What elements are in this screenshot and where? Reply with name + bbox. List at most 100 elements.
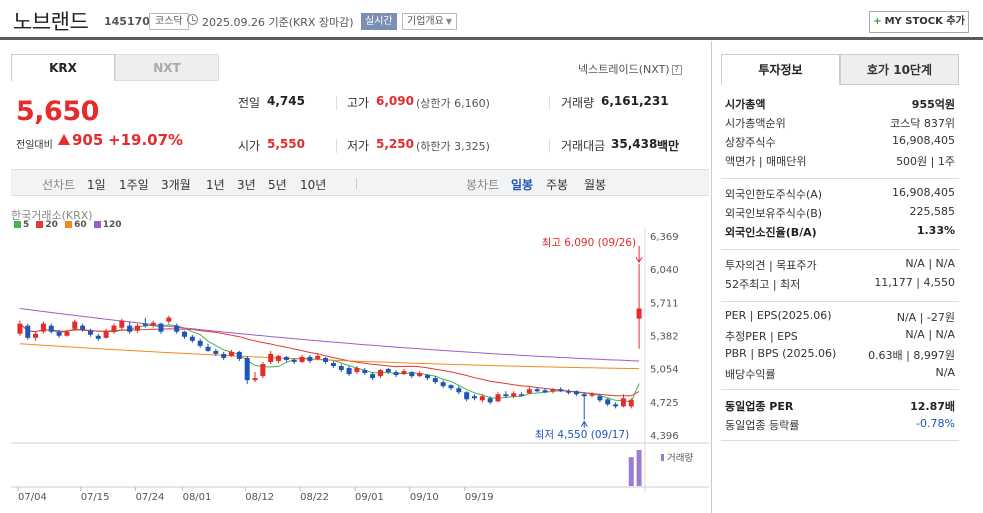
low-annotation: 최저 4,550 (09/17) — [535, 429, 630, 441]
candle-body — [613, 404, 619, 407]
x-tick-label: 09/19 — [465, 492, 494, 503]
chevron-down-icon: ▼ — [445, 17, 452, 26]
divider — [721, 389, 959, 390]
divider — [721, 440, 959, 441]
candle-body — [17, 323, 23, 334]
candle-body — [252, 378, 258, 381]
candle-body — [558, 389, 564, 392]
candle-body — [354, 368, 360, 373]
nxt-link[interactable]: 넥스트레이드(NXT)? — [578, 61, 682, 77]
ma20-swatch — [36, 221, 44, 228]
invest-row-label: 시가총액 — [725, 98, 766, 111]
panel-divider — [711, 41, 712, 513]
candle-body — [307, 356, 313, 361]
invest-row: PBR | BPS (2025.06) 0.63배 | 8,997원 — [725, 347, 955, 365]
divider — [721, 178, 959, 179]
candle-body — [432, 378, 438, 383]
invest-row-value: 500원 | 1주 — [896, 155, 955, 168]
high-arrow-icon — [635, 256, 643, 264]
mystock-label: MY STOCK 추가 — [884, 16, 965, 27]
candle-body — [448, 385, 454, 389]
invest-row-label: 시가총액순위 — [725, 117, 786, 130]
candle-body — [503, 394, 509, 397]
ma-legend: 5 20 60 120 — [14, 220, 122, 230]
invest-row-value: 0.63배 | 8,997원 — [868, 349, 955, 362]
candle-body — [628, 399, 634, 407]
candle-body — [150, 322, 156, 326]
candle-body — [40, 323, 46, 332]
tab-nxt[interactable]: NXT — [115, 54, 219, 81]
candle-body — [197, 340, 203, 346]
tab-orderbook[interactable]: 호가 10단계 — [840, 54, 959, 85]
add-mystock-button[interactable]: + MY STOCK 추가 — [869, 11, 969, 33]
period-3y[interactable]: 3년 — [237, 178, 256, 192]
period-10y[interactable]: 10년 — [300, 178, 327, 192]
period-3m[interactable]: 3개월 — [161, 178, 191, 192]
help-icon[interactable]: ? — [671, 65, 682, 75]
nxt-link-label: 넥스트레이드(NXT) — [578, 63, 670, 76]
candle-body — [526, 389, 532, 394]
candle-body — [158, 323, 164, 332]
low-label: 저가 — [347, 139, 370, 153]
candle-weekly[interactable]: 주봉 — [546, 178, 569, 192]
candle-body — [33, 333, 39, 338]
candle-body — [182, 331, 188, 337]
invest-row: 동일업종 등락률 -0.78% — [725, 417, 955, 435]
candle-body — [597, 396, 603, 401]
candle-body — [542, 390, 548, 393]
ma20-line — [19, 323, 640, 397]
price-change-value: 905 — [72, 131, 104, 149]
candle-body — [189, 336, 195, 341]
prev-compare-label: 전일대비 — [16, 140, 53, 151]
ma60-line — [19, 343, 640, 370]
divider — [549, 139, 550, 153]
line-chart-button[interactable]: 선차트 — [42, 178, 76, 192]
candle-chart-button[interactable]: 봉차트 — [466, 178, 500, 192]
candle-body — [550, 389, 556, 392]
realtime-button[interactable]: 실시간 — [361, 13, 397, 30]
volume-label: 거래량 — [667, 452, 693, 464]
ma5-label: 5 — [23, 220, 30, 230]
candle-body — [260, 363, 266, 377]
period-1y[interactable]: 1년 — [206, 178, 225, 192]
candle-body — [244, 357, 250, 381]
tab-krx[interactable]: KRX — [11, 54, 115, 81]
tab-invest-info[interactable]: 투자정보 — [721, 54, 840, 85]
chart-source: 한국거래소(KRX) — [11, 209, 93, 222]
y-tick-label: 4,396 — [650, 431, 679, 442]
candle-body — [589, 394, 595, 396]
period-1d[interactable]: 1일 — [87, 178, 106, 192]
invest-row-value: 코스닥 837위 — [890, 117, 955, 130]
high-label: 고가 — [347, 96, 370, 110]
candle-monthly[interactable]: 월봉 — [584, 178, 607, 192]
candle-body — [636, 308, 642, 319]
invest-row: 시가총액순위 코스닥 837위 — [725, 115, 955, 133]
invest-row-value: 12.87배 — [910, 400, 955, 413]
invest-row-label: 액면가 | 매매단위 — [725, 155, 807, 168]
invest-row: 투자의견 | 목표주가 N/A | N/A — [725, 257, 955, 275]
invest-row-value: 1.33% — [916, 224, 955, 237]
candle-daily[interactable]: 일봉 — [511, 178, 534, 192]
amount-unit: 백만 — [657, 139, 680, 153]
candle-body — [111, 325, 117, 332]
x-tick-label: 09/10 — [410, 492, 439, 503]
candle-body — [566, 391, 572, 393]
candle-body — [464, 392, 470, 400]
ma5-line — [19, 323, 640, 403]
period-5y[interactable]: 5년 — [268, 178, 287, 192]
y-tick-label: 5,711 — [650, 298, 679, 309]
candle-body — [573, 391, 579, 395]
x-tick-label: 08/22 — [300, 492, 329, 503]
company-overview-dropdown[interactable]: 기업개요 ▼ — [402, 13, 457, 30]
period-1w[interactable]: 1주일 — [119, 178, 149, 192]
prev-close-label: 전일 — [238, 96, 261, 110]
divider — [549, 96, 550, 110]
volume-legend-swatch — [661, 454, 664, 461]
candle-body — [385, 369, 391, 373]
stock-chart[interactable]: 6,369 6,040 5,711 5,382 5,054 4,725 4,396 최고 6… — [0, 228, 710, 513]
candle-body — [534, 389, 540, 392]
invest-row-value: N/A | N/A — [905, 328, 955, 341]
candle-body — [605, 399, 611, 405]
candle-body — [174, 325, 180, 332]
candle-body — [370, 374, 376, 379]
